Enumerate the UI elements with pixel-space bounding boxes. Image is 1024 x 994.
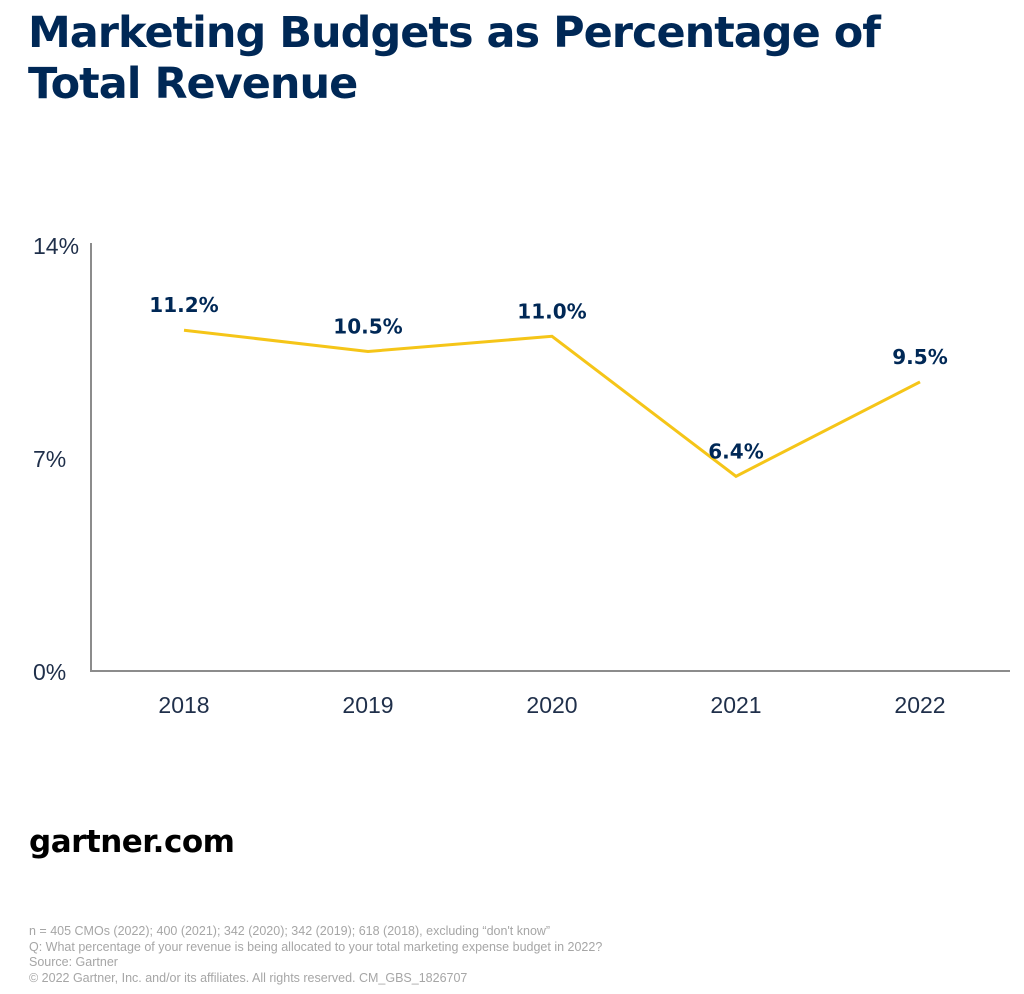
x-tick-label: 2021 <box>710 692 761 718</box>
brand-url: gartner.com <box>29 824 235 860</box>
x-tick-label: 2019 <box>342 692 393 718</box>
data-label: 9.5% <box>892 345 947 369</box>
footnote-sample-size: n = 405 CMOs (2022); 400 (2021); 342 (20… <box>29 924 551 938</box>
y-tick-label: 7% <box>33 446 66 472</box>
series-line-group <box>183 328 921 479</box>
y-tick-label: 0% <box>33 659 66 685</box>
data-label: 11.0% <box>517 299 586 323</box>
x-tick-labels: 2018 2019 2020 2021 2022 <box>158 692 945 718</box>
series-line <box>183 328 921 479</box>
data-label: 6.4% <box>708 439 763 463</box>
data-label: 11.2% <box>149 293 218 317</box>
y-tick-label: 14% <box>33 233 79 259</box>
x-tick-label: 2020 <box>526 692 577 718</box>
footnote-copyright: © 2022 Gartner, Inc. and/or its affiliat… <box>29 970 468 985</box>
data-labels: 11.2% 10.5% 11.0% 6.4% 9.5% <box>149 293 947 463</box>
y-tick-labels: 0% 7% 14% <box>33 233 79 685</box>
footnote-question: Q: What percentage of your revenue is be… <box>29 939 603 954</box>
x-tick-label: 2018 <box>158 692 209 718</box>
x-tick-label: 2022 <box>894 692 945 718</box>
data-label: 10.5% <box>333 315 402 339</box>
chart-title: Marketing Budgets as Percentage of Total… <box>28 8 881 109</box>
footnote-source: Source: Gartner <box>29 955 118 969</box>
footnotes: n = 405 CMOs (2022); 400 (2021); 342 (20… <box>29 924 1009 986</box>
